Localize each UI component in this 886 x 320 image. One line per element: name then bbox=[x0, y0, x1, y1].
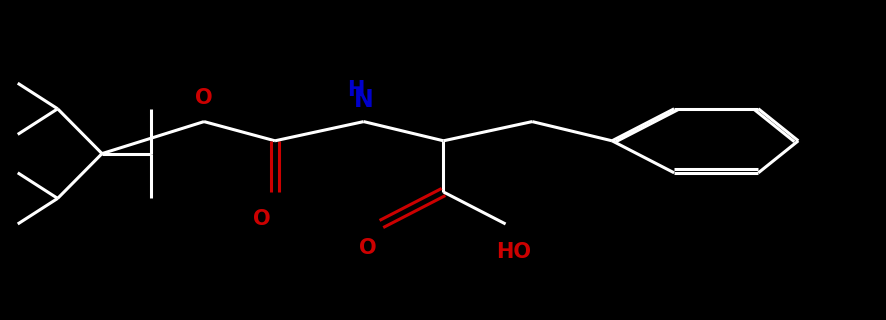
Text: O: O bbox=[195, 88, 213, 108]
Text: N: N bbox=[354, 88, 373, 112]
Text: H: H bbox=[346, 80, 364, 100]
Text: O: O bbox=[253, 209, 270, 229]
Text: O: O bbox=[359, 238, 377, 258]
Text: HO: HO bbox=[495, 242, 531, 262]
